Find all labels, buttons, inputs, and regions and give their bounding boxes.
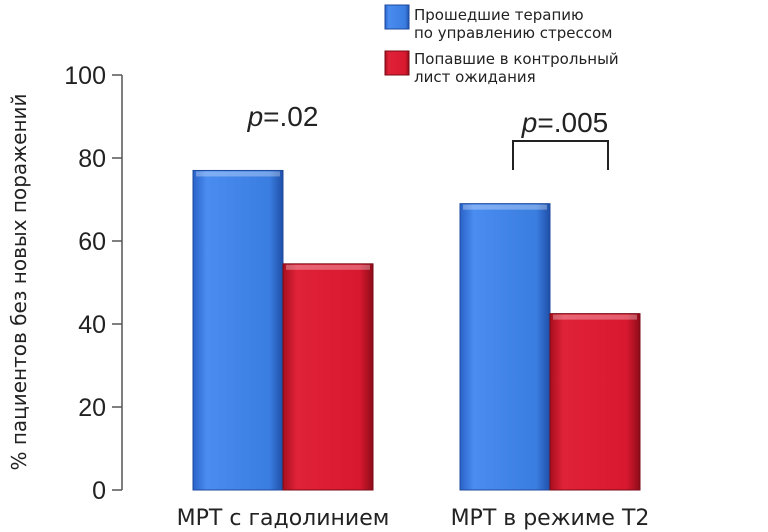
y-tick-label: 80 — [78, 145, 106, 173]
legend-line: лист ожидания — [414, 68, 536, 86]
bar-stress-therapy — [459, 203, 551, 491]
legend-line: Прошедшие терапию — [414, 6, 584, 24]
x-tick-label: МРТ в режиме Т2 — [451, 506, 650, 531]
y-tick-label: 40 — [78, 311, 106, 339]
p-value-annotation: p=.005 — [521, 107, 608, 138]
y-tick-label: 0 — [92, 477, 106, 505]
bar-highlight — [553, 314, 637, 320]
bar-highlight — [196, 171, 280, 177]
bar-waitlist — [282, 263, 374, 491]
bar-highlight — [463, 204, 547, 210]
bar-highlight — [286, 264, 370, 270]
bar-stress-therapy — [192, 169, 284, 491]
legend-line: Попавшие в контрольный — [414, 50, 619, 68]
x-tick-label: МРТ с гадолинием — [177, 506, 390, 531]
legend-swatch — [384, 50, 410, 76]
y-tick-label: 60 — [78, 228, 106, 256]
y-axis-label: % пациентов без новых поражений — [7, 93, 31, 470]
significance-bracket — [512, 140, 609, 170]
legend-swatch — [384, 4, 410, 30]
legend-label-waitlist: Попавшие в контрольный лист ожидания — [414, 50, 619, 86]
legend-label-stress-therapy: Прошедшие терапию по управлению стрессом — [414, 6, 612, 42]
y-tick-label: 100 — [64, 62, 106, 90]
p-value-annotation: p=.02 — [247, 101, 319, 132]
y-tick-label: 20 — [78, 394, 106, 422]
bar-waitlist — [549, 313, 641, 491]
legend-line: по управлению стрессом — [414, 24, 613, 42]
